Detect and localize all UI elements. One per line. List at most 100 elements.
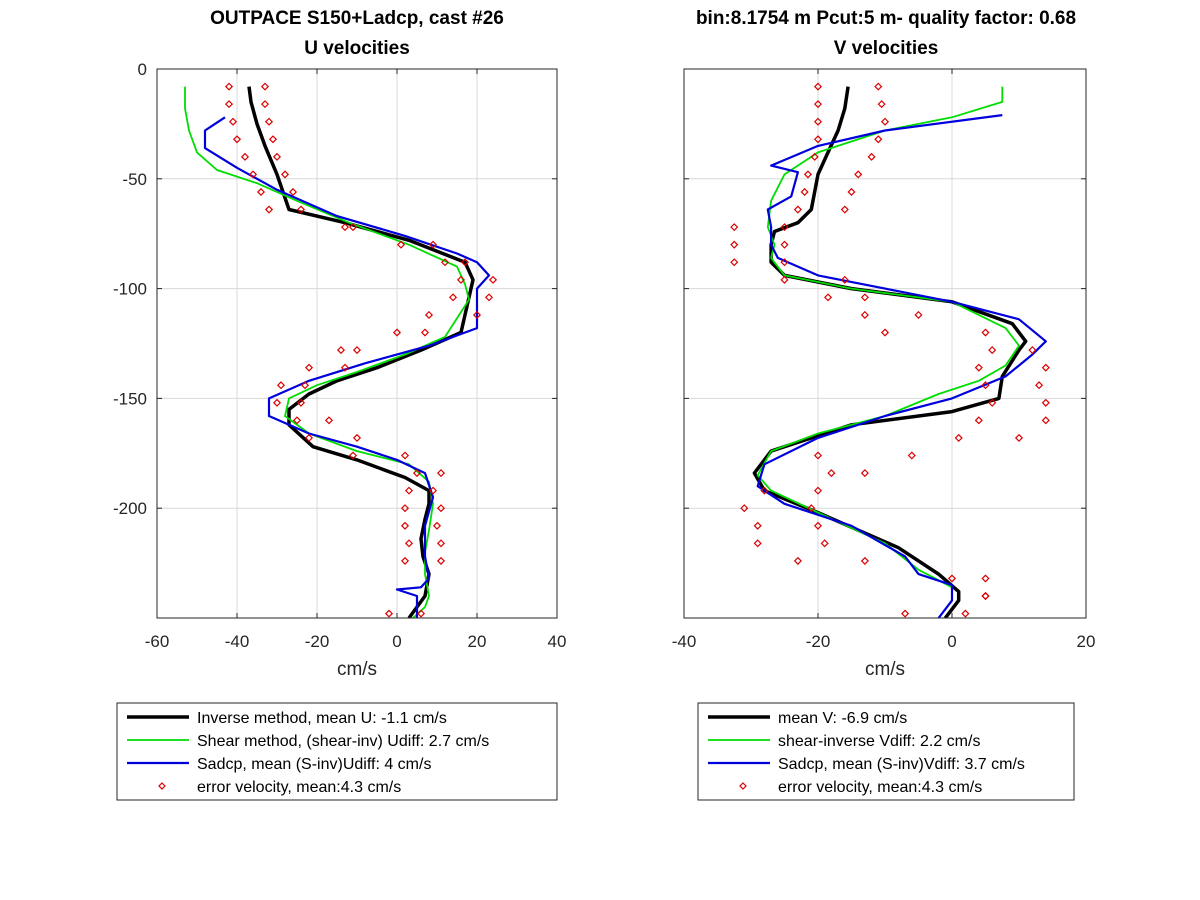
u-error-velocity-point bbox=[472, 310, 482, 320]
u-error-velocity-point bbox=[400, 504, 410, 513]
u-error-velocity-point bbox=[448, 293, 458, 302]
u-error-velocity-point bbox=[304, 363, 314, 372]
v-error-velocity-point bbox=[793, 556, 802, 565]
u-error-velocity-point bbox=[396, 240, 406, 249]
u-error-velocity-point bbox=[436, 539, 446, 548]
v-error-velocity-point bbox=[1041, 363, 1050, 372]
u-y-tick-label: -200 bbox=[113, 499, 147, 518]
v-velocity-legend: mean V: -6.9 cm/s shear-inverse Vdiff: 2.… bbox=[697, 702, 1075, 801]
u-error-velocity-point bbox=[404, 486, 414, 495]
u-sadcp-line bbox=[203, 116, 491, 618]
u-y-tick-label: -150 bbox=[113, 389, 147, 408]
u-x-tick-label: -60 bbox=[145, 632, 170, 651]
u-error-velocity-point bbox=[296, 205, 306, 214]
v-error-velocity-point bbox=[988, 398, 997, 407]
u-error-velocity-point bbox=[276, 381, 286, 390]
u-error-velocity-point bbox=[460, 258, 470, 267]
v-error-velocity-point bbox=[847, 187, 856, 197]
v-error-velocity-point bbox=[974, 363, 983, 372]
v-series-group bbox=[730, 82, 1050, 618]
u-error-velocity-point bbox=[488, 275, 498, 284]
u-error-velocity-point bbox=[260, 100, 270, 109]
v-error-velocity-point bbox=[813, 100, 823, 109]
v-error-velocity-point bbox=[981, 381, 990, 390]
v-error-velocity-point bbox=[840, 205, 849, 214]
v-error-velocity-point bbox=[780, 240, 789, 249]
v-error-velocity-point bbox=[860, 556, 869, 565]
u-legend-label-inverse: Inverse method, mean U: -1.1 cm/s bbox=[197, 710, 447, 727]
u-series-group bbox=[184, 82, 498, 618]
u-x-tick-label: 0 bbox=[392, 632, 401, 651]
u-error-velocity-point bbox=[268, 135, 278, 144]
u-legend-label-error: error velocity, mean:4.3 cm/s bbox=[197, 779, 401, 796]
v-error-velocity-point bbox=[813, 451, 823, 460]
left-title-line1: OUTPACE S150+Ladcp, cast #26 bbox=[210, 8, 504, 29]
u-error-velocity-point bbox=[264, 205, 274, 214]
v-error-velocity-point bbox=[824, 293, 833, 302]
v-error-velocity-point bbox=[1041, 398, 1050, 407]
u-legend-box bbox=[116, 702, 558, 801]
v-error-velocity-point bbox=[947, 574, 957, 583]
v-error-velocity-point bbox=[860, 293, 869, 302]
v-error-velocity-point bbox=[1035, 381, 1044, 390]
u-error-velocity-point bbox=[248, 170, 258, 179]
v-x-tick-label: -40 bbox=[672, 632, 697, 651]
v-error-velocity-point bbox=[813, 117, 823, 126]
v-error-velocity-point bbox=[867, 152, 876, 161]
v-sadcp-line bbox=[756, 114, 1047, 618]
u-error-velocity-point bbox=[324, 416, 334, 425]
v-plot-area bbox=[684, 69, 1086, 618]
u-error-velocity-point bbox=[336, 346, 346, 355]
v-x-tick-label: 20 bbox=[1077, 632, 1096, 651]
v-error-velocity-point bbox=[840, 275, 849, 284]
v-error-velocity-point bbox=[803, 170, 812, 179]
v-error-velocity-point bbox=[1014, 433, 1024, 442]
u-inverse-line bbox=[247, 86, 475, 618]
u-error-velocity-point bbox=[340, 223, 350, 232]
u-error-velocity-point bbox=[404, 539, 414, 548]
right-title-line2: V velocities bbox=[834, 38, 939, 59]
u-error-velocity-point bbox=[440, 258, 450, 267]
u-plot-area bbox=[157, 69, 557, 618]
v-error-velocity-point bbox=[730, 240, 739, 249]
u-error-velocity-point bbox=[224, 82, 234, 91]
v-error-velocity-point bbox=[813, 486, 823, 495]
v-legend-label-inverse: mean V: -6.9 cm/s bbox=[778, 710, 907, 727]
u-error-velocity-point bbox=[436, 469, 446, 478]
v-error-velocity-point bbox=[880, 117, 890, 126]
u-error-velocity-point bbox=[296, 398, 306, 407]
v-error-velocity-point bbox=[753, 539, 762, 548]
u-error-velocity-point bbox=[424, 310, 434, 320]
u-error-velocity-point bbox=[384, 609, 394, 618]
u-legend-marker-error bbox=[158, 782, 166, 790]
u-error-velocity-point bbox=[412, 469, 422, 478]
v-error-velocity-point bbox=[874, 135, 883, 144]
v-error-velocity-point bbox=[954, 433, 963, 442]
v-error-velocity-point bbox=[780, 275, 789, 284]
v-x-tick-label: 0 bbox=[947, 632, 956, 651]
v-error-velocity-point bbox=[780, 258, 789, 267]
u-error-velocity-point bbox=[288, 187, 298, 197]
u-velocity-legend: Inverse method, mean U: -1.1 cm/s Shear m… bbox=[116, 702, 558, 801]
v-error-velocity-point bbox=[988, 346, 997, 355]
v-error-velocity-point bbox=[730, 258, 739, 267]
v-error-velocity-point bbox=[860, 310, 869, 320]
u-error-velocity-point bbox=[256, 187, 266, 197]
v-error-velocity-point bbox=[813, 82, 823, 91]
v-error-velocity-point bbox=[827, 469, 836, 478]
u-x-tick-label: -20 bbox=[305, 632, 330, 651]
u-error-velocity-point bbox=[428, 240, 438, 249]
u-legend-label-sadcp: Sadcp, mean (S-inv)Udiff: 4 cm/s bbox=[197, 756, 431, 773]
u-y-tick-label: 0 bbox=[138, 60, 147, 79]
v-error-velocity-point bbox=[860, 469, 869, 478]
v-legend-label-shear: shear-inverse Vdiff: 2.2 cm/s bbox=[778, 733, 980, 750]
u-error-velocity-point bbox=[304, 433, 314, 442]
v-legend-marker-error bbox=[739, 782, 747, 790]
v-error-velocity-point bbox=[730, 223, 739, 232]
v-axes-box bbox=[683, 68, 1087, 619]
u-error-velocity-point bbox=[348, 223, 358, 232]
u-error-velocity-point bbox=[392, 328, 402, 337]
u-shear-line bbox=[184, 86, 470, 618]
u-x-axis-label: cm/s bbox=[337, 659, 377, 680]
